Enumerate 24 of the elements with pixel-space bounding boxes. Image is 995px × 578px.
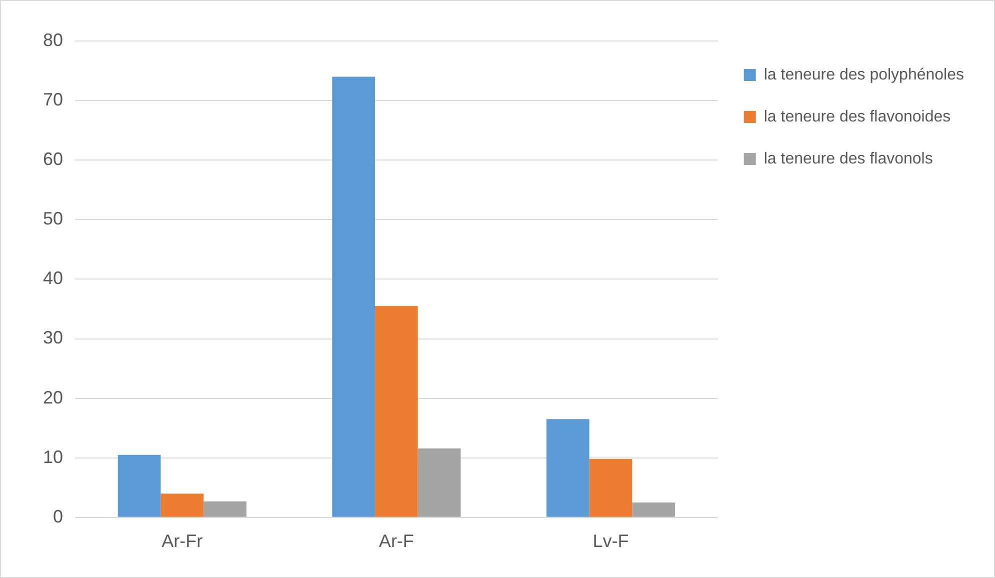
legend-label: la teneure des polyphénoles <box>764 66 964 84</box>
bar <box>589 459 632 517</box>
y-tick-label: 60 <box>42 149 64 170</box>
x-tick-label: Ar-F <box>378 531 414 552</box>
legend-label: la teneure des flavonols <box>764 150 933 168</box>
bar <box>632 502 675 517</box>
y-tick-label: 40 <box>42 268 64 288</box>
x-tick-label: Lv-F <box>592 531 629 552</box>
y-tick-label: 0 <box>53 506 64 526</box>
x-tick-label: Ar-Fr <box>162 531 203 552</box>
y-tick-label: 20 <box>42 387 64 408</box>
y-tick-label: 70 <box>42 90 64 110</box>
y-tick-label: 80 <box>42 30 64 50</box>
y-tick-label: 10 <box>42 446 64 467</box>
bar <box>418 448 461 517</box>
bar <box>332 76 376 517</box>
y-tick-label: 30 <box>42 328 64 348</box>
legend-label: la teneure des flavonoides <box>764 108 951 126</box>
bar <box>118 454 161 517</box>
bar <box>160 494 204 517</box>
bar <box>204 501 246 517</box>
bar <box>375 306 418 517</box>
y-tick-label: 50 <box>42 208 64 229</box>
bar <box>546 419 590 517</box>
